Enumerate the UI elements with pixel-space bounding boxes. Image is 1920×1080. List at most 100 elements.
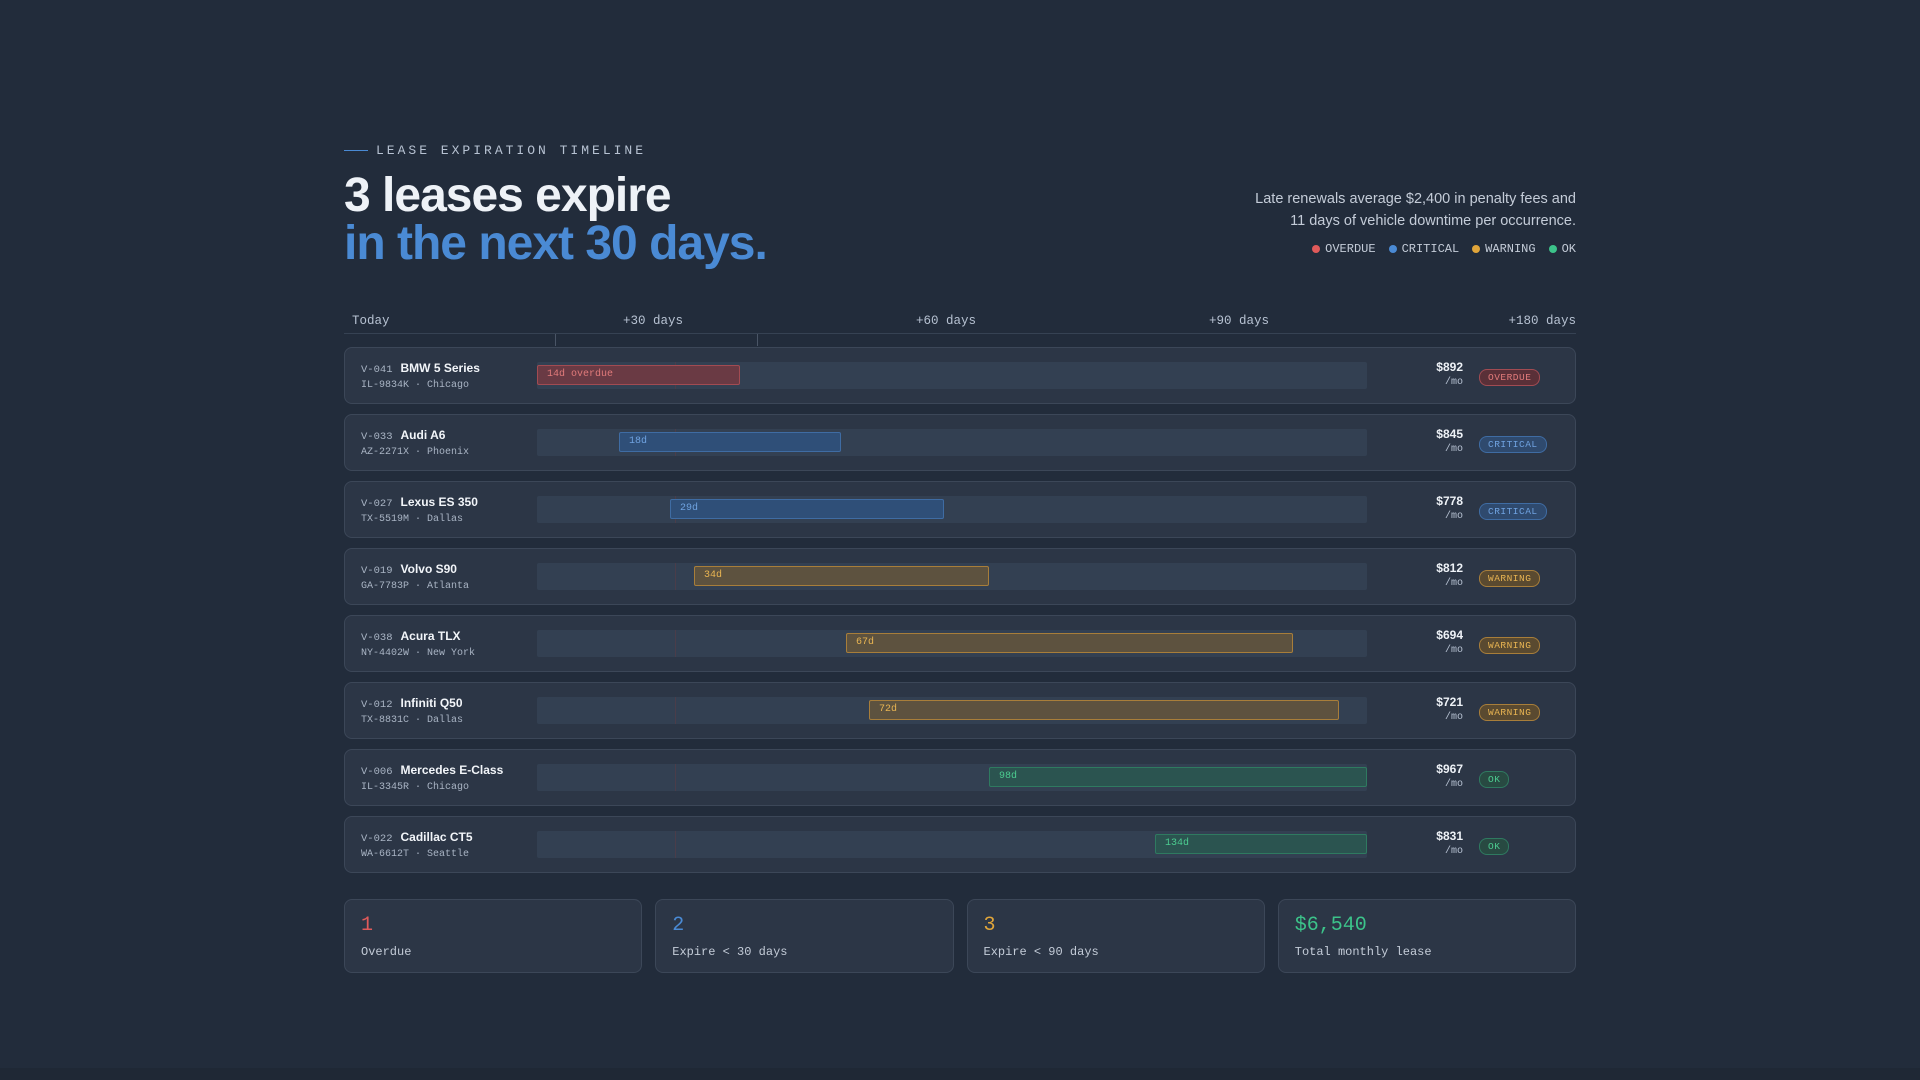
vehicle-row[interactable]: V-027 Lexus ES 350 TX-5519M · Dallas 29d… xyxy=(344,481,1576,538)
section-eyebrow: LEASE EXPIRATION TIMELINE xyxy=(344,140,1576,160)
lease-bar-label: 134d xyxy=(1165,838,1189,849)
lease-bar[interactable]: 98d xyxy=(989,767,1367,787)
vehicle-id: V-019 xyxy=(361,565,393,577)
vehicle-id: V-038 xyxy=(361,632,393,644)
vehicle-plate-location: TX-8831C · Dallas xyxy=(361,715,463,726)
stat-label: Overdue xyxy=(361,945,625,959)
price-amount: $892 xyxy=(1436,360,1463,374)
axis-label-90: +90 days xyxy=(1209,314,1269,328)
vehicle-name: Volvo S90 xyxy=(401,562,457,576)
status-legend: OVERDUE CRITICAL WARNING OK xyxy=(1156,242,1576,256)
lease-bar[interactable]: 134d xyxy=(1155,834,1367,854)
vehicle-row[interactable]: V-038 Acura TLX NY-4402W · New York 67d … xyxy=(344,615,1576,672)
vehicle-info: V-012 Infiniti Q50 TX-8831C · Dallas xyxy=(361,696,463,726)
vehicle-info: V-027 Lexus ES 350 TX-5519M · Dallas xyxy=(361,495,478,525)
today-marker xyxy=(675,831,676,858)
lease-bar-label: 18d xyxy=(629,436,647,447)
vehicle-name: Mercedes E-Class xyxy=(401,763,504,777)
lease-price: $967 /mo xyxy=(1436,762,1463,790)
stat-card: 2 Expire < 30 days xyxy=(655,899,953,973)
status-badge: OK xyxy=(1479,771,1509,788)
axis-label-180: +180 days xyxy=(1508,314,1576,328)
price-unit: /mo xyxy=(1436,846,1463,857)
price-unit: /mo xyxy=(1436,779,1463,790)
vehicle-row[interactable]: V-019 Volvo S90 GA-7783P · Atlanta 34d $… xyxy=(344,548,1576,605)
vehicle-name: BMW 5 Series xyxy=(401,361,480,375)
legend-dot-icon xyxy=(1389,245,1397,253)
vehicle-id: V-006 xyxy=(361,766,393,778)
vehicle-row[interactable]: V-022 Cadillac CT5 WA-6612T · Seattle 13… xyxy=(344,816,1576,873)
vehicle-id: V-012 xyxy=(361,699,393,711)
stat-value: $6,540 xyxy=(1295,914,1559,937)
timeline-track: 34d xyxy=(537,563,1367,590)
vehicle-plate-location: NY-4402W · New York xyxy=(361,648,475,659)
vehicle-row[interactable]: V-006 Mercedes E-Class IL-3345R · Chicag… xyxy=(344,749,1576,806)
lease-bar[interactable]: 67d xyxy=(846,633,1293,653)
today-marker xyxy=(675,697,676,724)
legend-item-overdue: OVERDUE xyxy=(1312,242,1375,256)
timeline-track: 134d xyxy=(537,831,1367,858)
lease-price: $721 /mo xyxy=(1436,695,1463,723)
vehicle-plate-location: AZ-2271X · Phoenix xyxy=(361,447,469,458)
vehicle-info: V-038 Acura TLX NY-4402W · New York xyxy=(361,629,475,659)
lease-bar-label: 67d xyxy=(856,637,874,648)
price-amount: $845 xyxy=(1436,427,1463,441)
lease-bar[interactable]: 29d xyxy=(670,499,944,519)
stat-card: $6,540 Total monthly lease xyxy=(1278,899,1576,973)
vehicle-name: Acura TLX xyxy=(401,629,461,643)
lease-price: $831 /mo xyxy=(1436,829,1463,857)
stat-value: 2 xyxy=(672,914,936,937)
axis-label-today: Today xyxy=(352,314,390,328)
lease-bar[interactable]: 72d xyxy=(869,700,1339,720)
price-amount: $778 xyxy=(1436,494,1463,508)
lease-bar-label: 72d xyxy=(879,704,897,715)
status-badge: WARNING xyxy=(1479,704,1540,721)
lease-price: $812 /mo xyxy=(1436,561,1463,589)
status-badge: OK xyxy=(1479,838,1509,855)
status-badge: WARNING xyxy=(1479,570,1540,587)
lease-bar[interactable]: 34d xyxy=(694,566,989,586)
vehicle-row[interactable]: V-012 Infiniti Q50 TX-8831C · Dallas 72d… xyxy=(344,682,1576,739)
vehicle-info: V-022 Cadillac CT5 WA-6612T · Seattle xyxy=(361,830,473,860)
vehicle-plate-location: WA-6612T · Seattle xyxy=(361,849,473,860)
axis-tick-30 xyxy=(757,334,758,346)
summary-stats: 1 Overdue 2 Expire < 30 days 3 Expire < … xyxy=(344,899,1576,973)
stat-value: 3 xyxy=(984,914,1248,937)
lease-price: $694 /mo xyxy=(1436,628,1463,656)
stat-card: 3 Expire < 90 days xyxy=(967,899,1265,973)
vehicle-plate-location: TX-5519M · Dallas xyxy=(361,514,478,525)
vehicle-row[interactable]: V-041 BMW 5 Series IL-9834K · Chicago 14… xyxy=(344,347,1576,404)
lease-bar[interactable]: 18d xyxy=(619,432,841,452)
vehicle-name: Cadillac CT5 xyxy=(401,830,473,844)
legend-dot-icon xyxy=(1312,245,1320,253)
axis-label-30: +30 days xyxy=(623,314,683,328)
header-aside: Late renewals average $2,400 in penalty … xyxy=(1156,188,1576,256)
lease-bar-label: 98d xyxy=(999,771,1017,782)
legend-item-ok: OK xyxy=(1549,242,1576,256)
axis-baseline xyxy=(344,333,1576,334)
stat-label: Expire < 90 days xyxy=(984,945,1248,959)
price-amount: $812 xyxy=(1436,561,1463,575)
vehicle-info: V-041 BMW 5 Series IL-9834K · Chicago xyxy=(361,361,480,391)
vehicle-info: V-033 Audi A6 AZ-2271X · Phoenix xyxy=(361,428,469,458)
legend-label: OK xyxy=(1562,242,1576,256)
legend-item-warning: WARNING xyxy=(1472,242,1535,256)
lease-bar[interactable]: 14d overdue xyxy=(537,365,740,385)
price-unit: /mo xyxy=(1436,578,1463,589)
timeline-track: 18d xyxy=(537,429,1367,456)
timeline-track: 14d overdue xyxy=(537,362,1367,389)
legend-label: CRITICAL xyxy=(1402,242,1460,256)
today-marker xyxy=(675,764,676,791)
status-badge: CRITICAL xyxy=(1479,503,1547,520)
vehicle-id: V-027 xyxy=(361,498,393,510)
price-unit: /mo xyxy=(1436,377,1463,388)
vehicle-name: Infiniti Q50 xyxy=(401,696,463,710)
timeline-track: 67d xyxy=(537,630,1367,657)
axis-label-60: +60 days xyxy=(916,314,976,328)
axis-tick-today xyxy=(555,334,556,346)
lease-bar-label: 34d xyxy=(704,570,722,581)
vehicle-row[interactable]: V-033 Audi A6 AZ-2271X · Phoenix 18d $84… xyxy=(344,414,1576,471)
status-badge: CRITICAL xyxy=(1479,436,1547,453)
stat-label: Expire < 30 days xyxy=(672,945,936,959)
price-amount: $967 xyxy=(1436,762,1463,776)
